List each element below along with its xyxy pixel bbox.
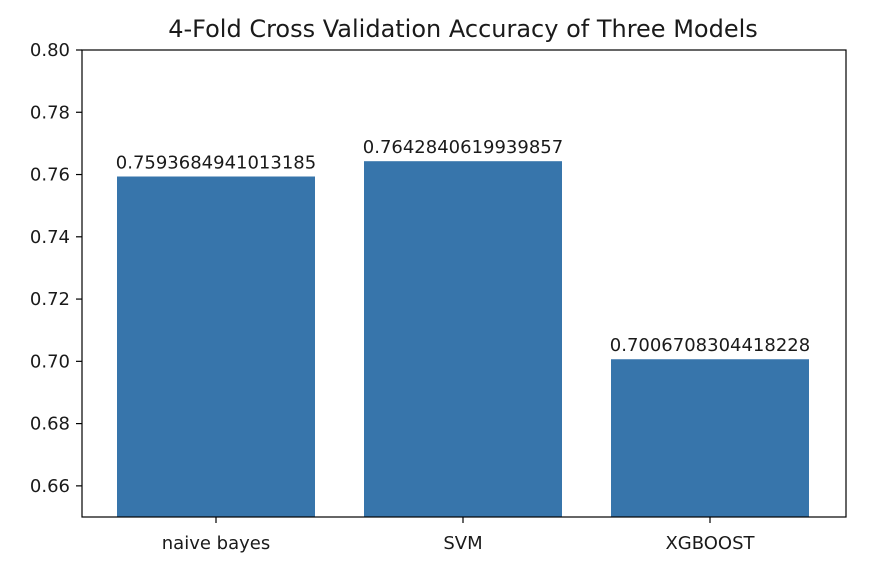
x-axis: naive bayes SVM XGBOOST [162,517,756,554]
y-axis: 0.66 0.68 0.70 0.72 0.74 0.76 0.78 0.80 [30,40,82,497]
y-tick-label: 0.76 [30,165,70,186]
plot-area-frame [81,49,847,518]
bar-svm [364,161,562,517]
bar-value-label: 0.7642840619939857 [363,137,563,158]
y-tick-label: 0.78 [30,102,70,123]
y-tick-label: 0.80 [30,40,70,61]
y-tick-label: 0.70 [30,351,70,372]
chart-title: 4-Fold Cross Validation Accuracy of Thre… [168,15,758,43]
x-tick-label: XGBOOST [665,533,755,554]
bars-group [117,161,809,517]
bar-value-label: 0.7593684941013185 [116,152,316,173]
bar-value-labels: 0.7593684941013185 0.7642840619939857 0.70… [116,137,810,356]
x-tick-label: SVM [443,533,482,554]
bar-naive-bayes [117,176,315,517]
y-tick-label: 0.72 [30,289,70,310]
bar-value-label: 0.7006708304418228 [610,335,810,356]
bar-xgboost [611,359,809,517]
y-tick-label: 0.68 [30,414,70,435]
y-tick-label: 0.66 [30,476,70,497]
y-tick-label: 0.74 [30,227,70,248]
x-tick-label: naive bayes [162,533,270,554]
